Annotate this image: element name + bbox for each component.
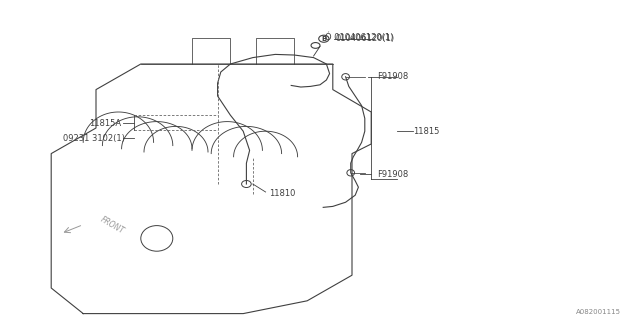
Text: 11815A: 11815A [90, 119, 122, 128]
Text: A082001115: A082001115 [576, 309, 621, 315]
Text: 010406120(1): 010406120(1) [335, 34, 394, 43]
Text: Ó 010406120(1): Ó 010406120(1) [325, 32, 394, 42]
Text: 09231 3102(1): 09231 3102(1) [63, 134, 125, 143]
Text: FRONT: FRONT [99, 215, 126, 236]
Text: B: B [321, 36, 326, 42]
Text: 11815: 11815 [413, 127, 439, 136]
Text: F91908: F91908 [378, 72, 409, 81]
Text: 11810: 11810 [269, 189, 295, 198]
Text: F91908: F91908 [378, 170, 409, 179]
